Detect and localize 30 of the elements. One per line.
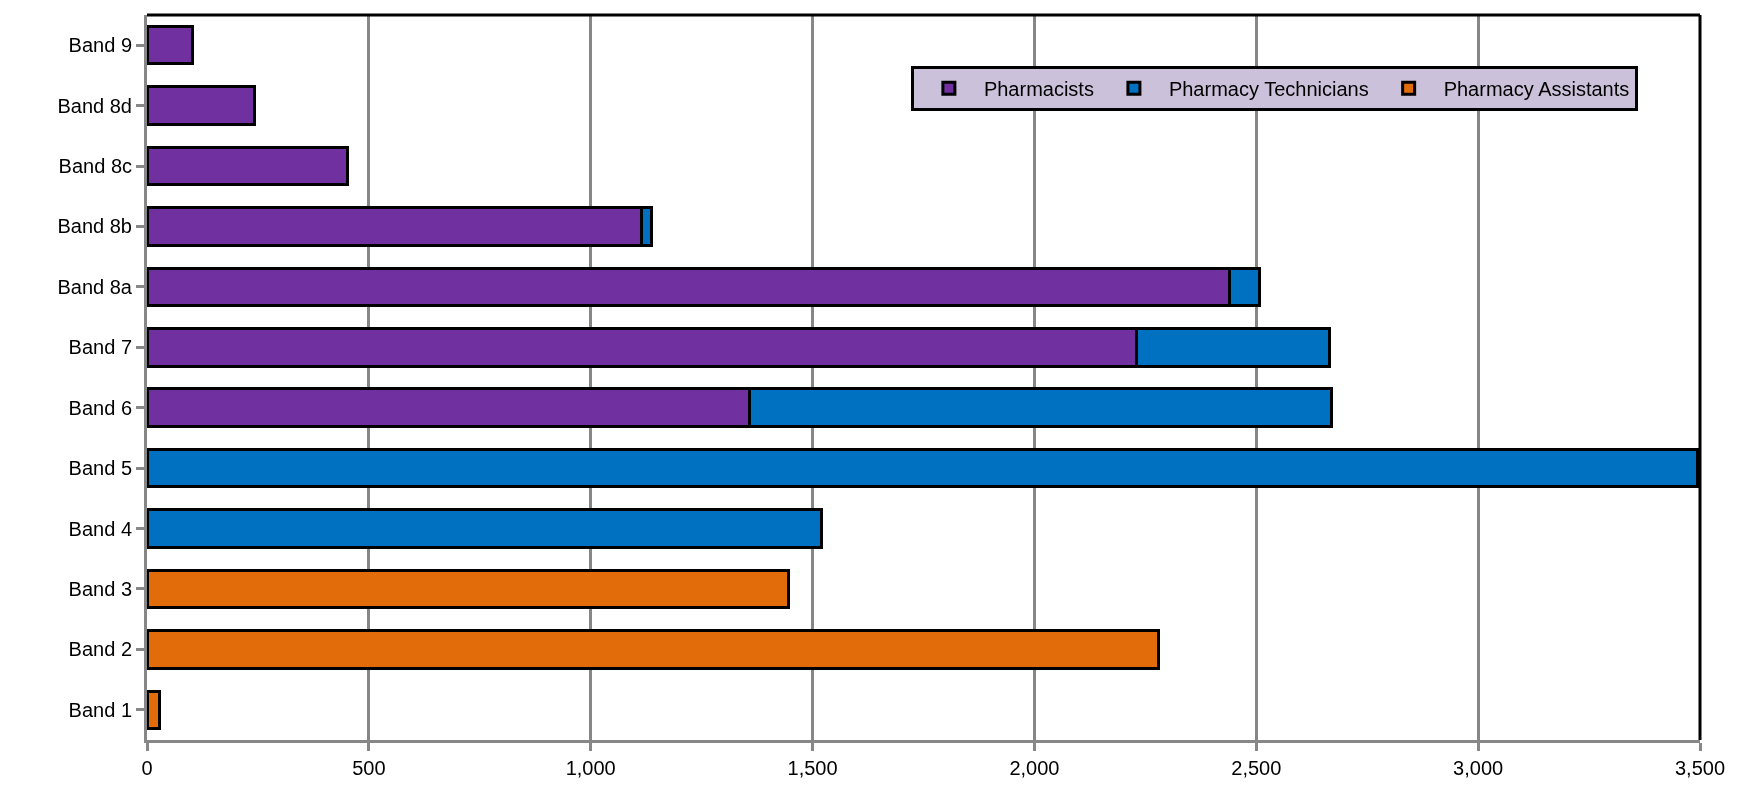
y-tick-label: Band 4	[68, 517, 132, 540]
x-tick-label: 500	[352, 757, 386, 779]
y-tick-label: Band 5	[68, 457, 132, 480]
y-tick-label: Band 8b	[57, 215, 132, 238]
bar	[147, 568, 790, 610]
x-tick-label: 0	[141, 757, 153, 779]
y-tick-label: Band 3	[68, 577, 132, 600]
y-tick-label: Band 8d	[57, 94, 132, 117]
x-tick-label: 2,500	[1231, 757, 1282, 779]
y-tick-label: Band 9	[68, 34, 132, 57]
y-tick-label: Band 8a	[57, 275, 133, 298]
bar	[147, 145, 350, 187]
legend-label: Pharmacy Technicians	[1168, 78, 1369, 101]
y-tick-label: Band 8c	[58, 155, 132, 178]
bar	[147, 629, 1160, 670]
x-tick-label: 3,500	[1674, 757, 1726, 779]
x-tick-label: 2,000	[1009, 757, 1060, 779]
x-tick-label: 1,000	[565, 757, 616, 779]
y-tick-label: Band 6	[68, 396, 132, 419]
legend-label: Pharmacy Assistants	[1443, 78, 1630, 101]
bar	[147, 689, 161, 731]
y-tick-label: Band 7	[68, 336, 132, 359]
bar	[147, 24, 195, 66]
x-tick-label: 1,500	[787, 757, 838, 779]
x-tick-label: 3,000	[1453, 757, 1504, 779]
bar	[147, 85, 257, 126]
y-tick-label: Band 1	[68, 698, 132, 721]
bar	[147, 508, 823, 549]
legend-label: Pharmacists	[983, 78, 1094, 101]
y-tick-label: Band 2	[68, 638, 132, 661]
